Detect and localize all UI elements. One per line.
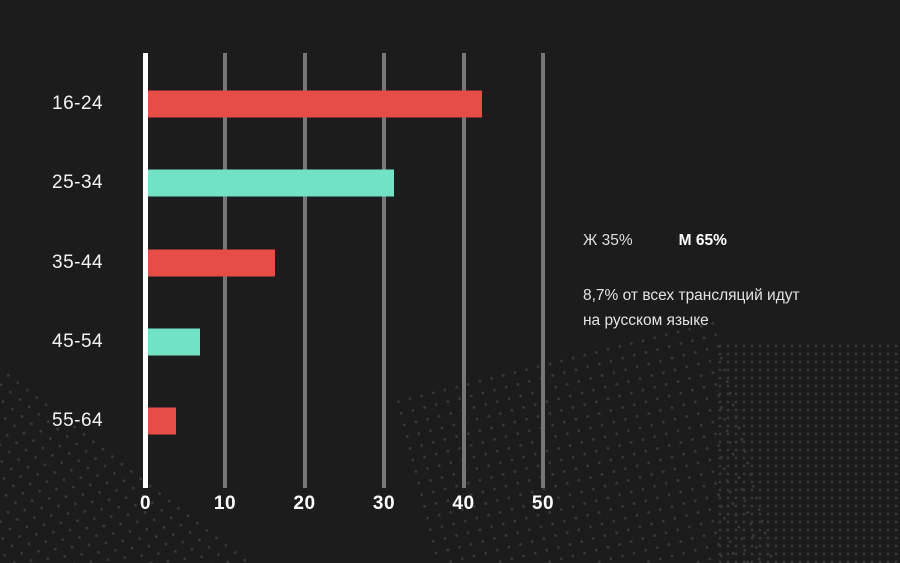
age-label-55-64: 55-64 <box>52 410 104 432</box>
male-share-label: М 65% <box>678 232 727 249</box>
x-tick-label-10: 10 <box>213 493 237 514</box>
gridline-20 <box>302 53 307 488</box>
x-tick-label-20: 20 <box>293 493 316 514</box>
bar-16-24 <box>148 90 482 118</box>
gridline-30 <box>382 53 386 488</box>
age-label-45-54: 45-54 <box>52 330 104 352</box>
bar-55-64 <box>148 407 176 435</box>
gridline-50 <box>541 53 545 488</box>
russian-share-line1: 8,7% от всех трансляций идут <box>583 287 800 304</box>
gender-split: Ж 35% М 65% <box>583 232 883 250</box>
gridline-40 <box>461 53 466 488</box>
bar-25-34 <box>148 169 395 197</box>
x-tick-label-30: 30 <box>372 493 396 514</box>
age-label-35-44: 35-44 <box>52 251 104 273</box>
bar-45-54 <box>148 328 200 356</box>
russian-share-line2: на русском языке <box>583 312 709 329</box>
bar-35-44 <box>148 249 276 277</box>
x-tick-label-40: 40 <box>452 493 475 514</box>
female-share-label: Ж 35% <box>583 232 633 249</box>
x-tick-label-0: 0 <box>139 493 152 514</box>
y-axis-line <box>143 53 148 488</box>
age-label-16-24: 16-24 <box>52 93 104 114</box>
age-label-25-34: 25-34 <box>52 172 104 194</box>
russian-broadcast-share-text: 8,7% от всех трансляций идут на русском … <box>583 283 883 333</box>
x-tick-label-50: 50 <box>531 493 555 514</box>
